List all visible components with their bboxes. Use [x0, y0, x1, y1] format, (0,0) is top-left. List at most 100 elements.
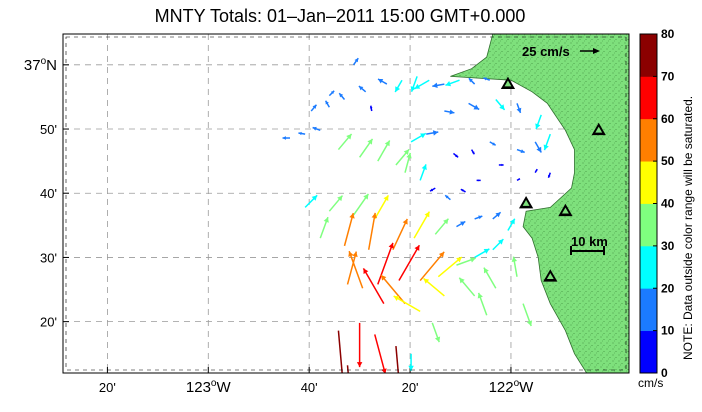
vector-head: [548, 175, 551, 178]
current-vector: [458, 277, 476, 297]
reference-vector-head: [593, 48, 600, 54]
current-vector: [468, 77, 476, 85]
current-vector: [282, 136, 291, 140]
current-vector: [483, 267, 497, 289]
vector-head: [363, 268, 369, 275]
vector-head: [282, 136, 286, 140]
vector-head: [495, 212, 501, 218]
current-vector: [507, 218, 516, 231]
vector-shaft: [419, 251, 445, 282]
current-vector: [414, 79, 430, 90]
colorbar-tick-label: 70: [661, 69, 675, 83]
lat-tick-label: 30': [40, 250, 57, 265]
current-vector: [432, 82, 445, 89]
vector-shaft: [413, 211, 431, 239]
vector-shaft: [374, 334, 386, 373]
current-vector: [413, 211, 431, 239]
vector-head: [424, 211, 430, 218]
vector-head: [460, 221, 466, 226]
scale-bar: 10 km: [570, 234, 608, 255]
current-vector: [352, 57, 359, 66]
current-vector: [374, 334, 387, 373]
current-vector: [319, 216, 329, 239]
colorbar-tick-label: 40: [661, 197, 675, 211]
vector-head: [516, 107, 522, 113]
current-vector: [404, 152, 412, 173]
current-vector: [362, 267, 385, 305]
current-vector: [380, 274, 406, 305]
axis-labels: 20' 123oW 40' 20' 122oW 37oN 50' 40' 30' 20': [24, 56, 534, 396]
current-vector: [456, 220, 466, 228]
colorbar-tick-label: 80: [661, 27, 675, 41]
vector-head: [352, 251, 358, 258]
vector-head: [312, 126, 317, 131]
vector-shaft: [337, 330, 343, 373]
current-vector: [483, 77, 491, 81]
vector-head: [501, 163, 504, 167]
vector-head: [518, 178, 520, 181]
vector-head: [543, 144, 549, 151]
current-vector: [489, 141, 497, 146]
lat-tick-label: 20': [40, 315, 57, 330]
vector-head: [363, 193, 369, 200]
reference-vector-label: 25 cm/s: [522, 44, 570, 59]
vector-head: [483, 248, 490, 254]
current-vector: [516, 103, 522, 114]
vector-head: [477, 292, 483, 299]
vector-head: [460, 189, 464, 192]
vector-head: [408, 365, 414, 371]
current-vector: [426, 130, 439, 136]
current-vector: [444, 194, 451, 201]
current-vector: [452, 152, 459, 158]
colorbar-segment: [640, 330, 657, 374]
vector-head: [509, 218, 515, 225]
vector-head: [312, 104, 317, 109]
current-vector: [495, 99, 506, 111]
vector-head: [483, 77, 487, 81]
vector-head: [383, 195, 389, 202]
reference-vector: 25 cm/s: [522, 44, 600, 59]
vector-head: [348, 251, 354, 257]
vector-head: [330, 90, 335, 95]
vector-head: [403, 149, 410, 155]
vector-head: [492, 142, 496, 146]
current-vector: [338, 92, 346, 100]
current-vector: [374, 194, 390, 220]
current-vector: [429, 187, 436, 192]
radar-sites: [500, 76, 606, 282]
lat-tick-label: 37oN: [24, 56, 57, 74]
current-vector: [522, 303, 533, 327]
vector-head: [414, 83, 421, 89]
current-vector: [394, 79, 403, 93]
current-vector: [456, 257, 476, 266]
lon-tick-label: 123oW: [186, 378, 232, 396]
colorbar: 80 70 60 50 40 30 20 10 0 cm/s NOTE: Data outsid…: [638, 27, 695, 390]
vector-head: [511, 256, 518, 263]
colorbar-segment: [640, 76, 657, 120]
lon-tick-label: 40': [301, 380, 318, 395]
lat-tick-label: 50': [40, 122, 57, 137]
vector-head: [410, 86, 416, 92]
radar-site-marker-inner: [562, 207, 569, 214]
vector-head: [378, 78, 384, 84]
current-vector: [444, 109, 455, 115]
colorbar-tick-label: 30: [661, 239, 675, 253]
current-vector: [356, 322, 363, 368]
vector-head: [456, 257, 462, 263]
lon-tick-label: 122oW: [489, 378, 535, 396]
vector-head: [449, 109, 455, 115]
current-vector: [543, 133, 552, 151]
current-vector: [423, 277, 445, 297]
vector-head: [298, 131, 302, 136]
current-vector: [477, 292, 488, 316]
plot-border: [62, 33, 630, 374]
current-vector: [328, 90, 335, 97]
colorbar-note: NOTE: Data outside color range will be s…: [681, 96, 695, 360]
current-vector: [431, 322, 441, 343]
colorbar-segment: [640, 118, 657, 162]
vector-shaft: [343, 212, 355, 247]
vector-head: [476, 179, 479, 182]
current-vector: [419, 164, 427, 181]
scale-bar-label: 10 km: [571, 234, 608, 249]
